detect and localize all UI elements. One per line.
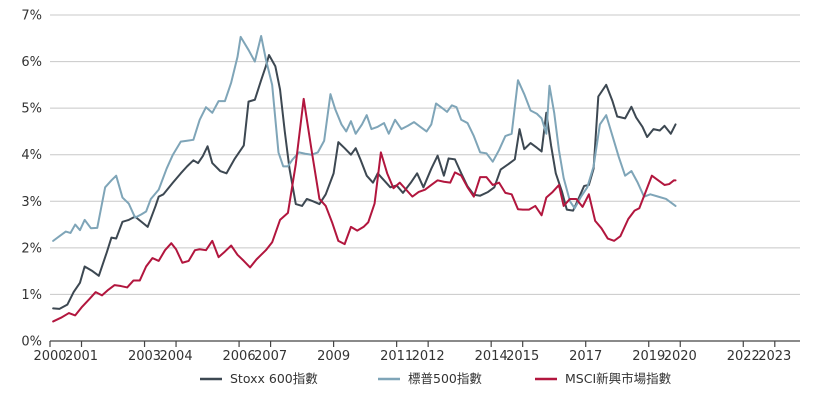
series-layer	[52, 34, 677, 323]
legend: Stoxx 600指數 標普500指數 MSCI新興市場指數	[200, 371, 672, 386]
y-tick-label: 3%	[21, 195, 42, 210]
y-tick-label: 0%	[21, 335, 42, 350]
y-tick-label: 7%	[21, 9, 42, 24]
y-tick-label: 6%	[21, 55, 42, 70]
x-tick-label: 2009	[317, 349, 350, 364]
x-tick-label: 2023	[758, 349, 791, 364]
x-tick-label: 2001	[65, 349, 98, 364]
x-tick-label: 2017	[569, 349, 602, 364]
y-tick-label: 1%	[21, 288, 42, 303]
y-tick-label: 4%	[21, 148, 42, 163]
x-tick-label: 2006	[223, 349, 256, 364]
series-line-2	[52, 34, 677, 242]
x-tick-label: 2004	[160, 349, 193, 364]
x-tick-label: 2012	[412, 349, 445, 364]
legend-label-3: MSCI新興市場指數	[565, 371, 672, 386]
x-tick-label: 2011	[380, 349, 413, 364]
x-tick-label: 2014	[475, 349, 508, 364]
series-line-1	[52, 54, 677, 310]
x-tick-label: 2007	[254, 349, 287, 364]
x-tick-label: 2015	[506, 349, 539, 364]
x-tick-label: 2019	[632, 349, 665, 364]
x-tick-label: 2022	[727, 349, 760, 364]
y-tick-label: 5%	[21, 102, 42, 117]
x-tick-label: 2003	[128, 349, 161, 364]
legend-label-2: 標普500指數	[408, 371, 482, 386]
y-axis-ticks: 0% 1% 2% 3% 4% 5% 6% 7%	[21, 9, 42, 350]
x-tick-label: 2000	[33, 349, 66, 364]
series-line-3	[52, 97, 677, 323]
x-tick-label: 2020	[664, 349, 697, 364]
legend-label-1: Stoxx 600指數	[230, 371, 318, 386]
y-tick-label: 2%	[21, 241, 42, 256]
